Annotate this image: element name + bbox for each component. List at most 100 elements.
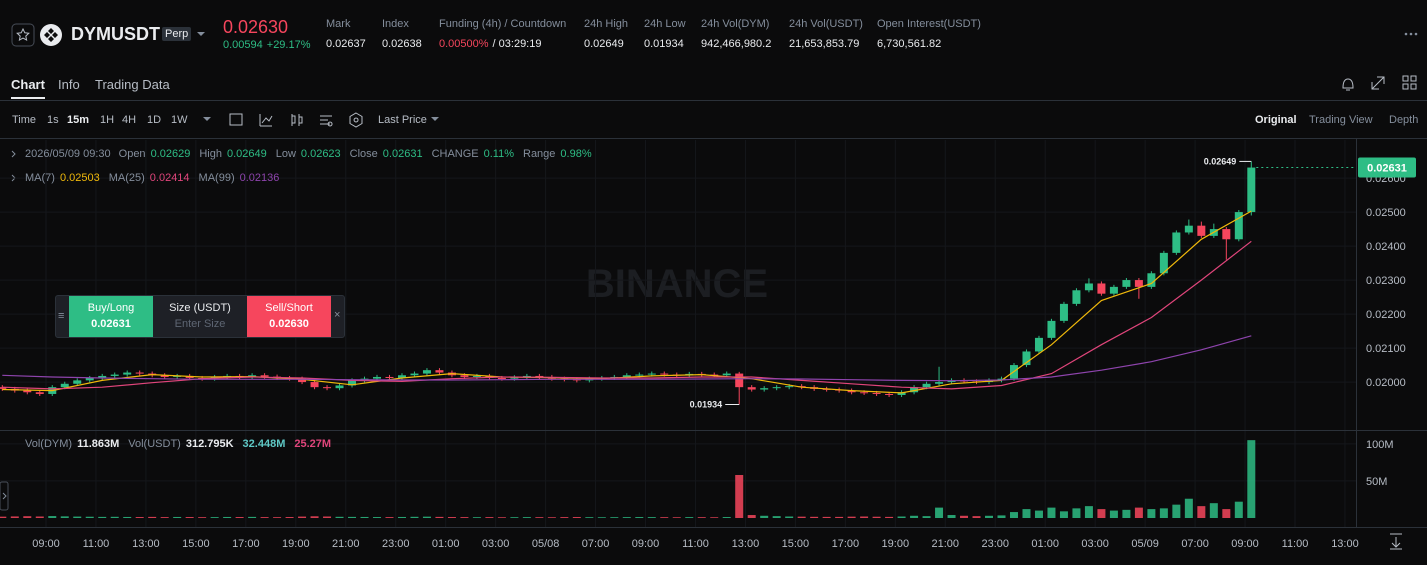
- interval-dropdown[interactable]: [203, 117, 211, 121]
- scroll-to-latest[interactable]: [1390, 533, 1402, 550]
- volume-bar: [73, 516, 82, 518]
- volume-bar: [198, 517, 207, 518]
- symbol: DYMUSDT: [71, 24, 160, 44]
- volume-bar: [560, 517, 569, 518]
- candle-body: [785, 386, 794, 388]
- chart-type-tool[interactable]: [291, 114, 303, 126]
- x-tick-label: 09:00: [632, 538, 660, 550]
- settings-tool[interactable]: [320, 115, 333, 127]
- calendar-tool[interactable]: [229, 113, 243, 126]
- stat-label: Open Interest(USDT): [877, 18, 981, 30]
- volume-bar: [110, 516, 119, 518]
- size-input[interactable]: Size (USDT) Enter Size: [153, 296, 247, 337]
- interval[interactable]: 1D: [147, 114, 162, 126]
- stat-label: 24h High: [584, 18, 629, 30]
- volume-bar: [460, 517, 469, 518]
- ma-line: [2, 210, 1252, 394]
- interval[interactable]: 1H: [100, 114, 115, 126]
- stat-value: 0.02637: [326, 38, 366, 50]
- tab[interactable]: Trading Data: [95, 77, 170, 92]
- interval[interactable]: 4H: [122, 114, 137, 126]
- field-label: Range: [523, 148, 556, 160]
- drag-handle[interactable]: ≡: [58, 310, 65, 322]
- ma-legend: MA(7) 0.02503 MA(25) 0.02414 MA(99) 0.02136: [25, 172, 283, 184]
- interval[interactable]: 15m: [67, 114, 90, 126]
- volume-bar: [210, 517, 219, 518]
- vol-value: 25.27M: [294, 438, 332, 450]
- candle-body: [123, 372, 132, 375]
- view-option[interactable]: Trading View: [1309, 114, 1373, 126]
- candle-body: [373, 376, 381, 379]
- stat-extra: / 03:29:19: [492, 38, 542, 50]
- volume-bar: [1097, 509, 1106, 518]
- volume-bar: [323, 516, 332, 518]
- low-label: 0.01934: [690, 400, 723, 410]
- stat-value: 0.01934: [644, 38, 684, 50]
- volume-bar: [335, 516, 344, 518]
- field-value: 0.02649: [226, 148, 267, 160]
- candle-body: [73, 380, 82, 384]
- candle-body: [735, 373, 744, 388]
- y-tick-label: 0.02000: [1366, 377, 1406, 389]
- sell-button[interactable]: Sell/Short 0.02630: [247, 296, 331, 337]
- side-toggle[interactable]: [0, 481, 9, 511]
- fullscreen-icon[interactable]: [1371, 76, 1385, 90]
- candle-body: [435, 370, 444, 373]
- layout-icon[interactable]: [1402, 75, 1417, 90]
- volume-bar: [248, 516, 257, 518]
- ma-label: MA(99): [198, 172, 235, 184]
- stat-label: 24h Vol(USDT): [789, 18, 863, 30]
- coin-logo: [40, 24, 62, 46]
- symbol-dropdown[interactable]: [197, 32, 205, 36]
- stat-value: 0.02638: [382, 38, 422, 50]
- tabs-divider: [0, 100, 1427, 101]
- collapse-arrows[interactable]: [11, 150, 16, 182]
- volume-bar: [148, 516, 157, 518]
- volume-bar: [185, 517, 194, 518]
- candle-body: [660, 373, 669, 375]
- volume-bar: [872, 516, 881, 518]
- close-panel[interactable]: ×: [334, 309, 341, 321]
- volume-bar: [747, 515, 756, 518]
- field-label: High: [199, 148, 222, 160]
- view-option[interactable]: Original: [1255, 114, 1297, 126]
- volume-bar: [847, 516, 856, 518]
- side-toggle-arrow: [2, 492, 7, 500]
- vol-value: 32.448M: [242, 438, 286, 450]
- volume-bar: [635, 517, 644, 518]
- ohlc-bar: 2026/05/09 09:30 Open 0.02629 High 0.02649 Lo…: [25, 148, 596, 160]
- tab[interactable]: Chart: [11, 77, 45, 99]
- volume-bar: [947, 515, 956, 518]
- indicator-tool[interactable]: [259, 114, 273, 127]
- x-tick-label: 15:00: [182, 538, 210, 550]
- candle-body: [1084, 283, 1093, 291]
- volume-bar: [972, 516, 981, 518]
- stat-value: 942,466,980.2: [701, 38, 771, 50]
- price-source[interactable]: Last Price: [378, 114, 427, 126]
- x-tick-label: 13:00: [1331, 538, 1359, 550]
- interval[interactable]: 1W: [171, 114, 188, 126]
- candle-body: [910, 387, 919, 393]
- volume-bar: [135, 517, 144, 518]
- more-menu[interactable]: [1404, 32, 1418, 36]
- candle-body: [772, 387, 781, 389]
- price-source-dropdown[interactable]: [431, 117, 439, 121]
- candle-body: [885, 393, 894, 395]
- volume-bar: [1009, 512, 1018, 518]
- interval[interactable]: 1s: [47, 114, 59, 126]
- volume-bar: [860, 516, 869, 518]
- tab[interactable]: Info: [58, 77, 80, 92]
- view-option[interactable]: Depth: [1389, 114, 1419, 126]
- x-tick-label: 01:00: [432, 538, 460, 550]
- buy-button[interactable]: Buy/Long 0.02631: [69, 296, 153, 337]
- field-value: 0.02631: [382, 148, 423, 160]
- field-value: 0.98%: [560, 148, 592, 160]
- alert-icon[interactable]: [1342, 78, 1354, 91]
- x-tick-label: 13:00: [732, 538, 760, 550]
- favorite-button[interactable]: [11, 23, 35, 47]
- volume-bar: [447, 517, 456, 518]
- volume-bar: [1022, 509, 1031, 518]
- stat-label: Mark: [326, 18, 351, 30]
- volume-bar: [298, 516, 307, 518]
- config-tool[interactable]: [349, 112, 363, 128]
